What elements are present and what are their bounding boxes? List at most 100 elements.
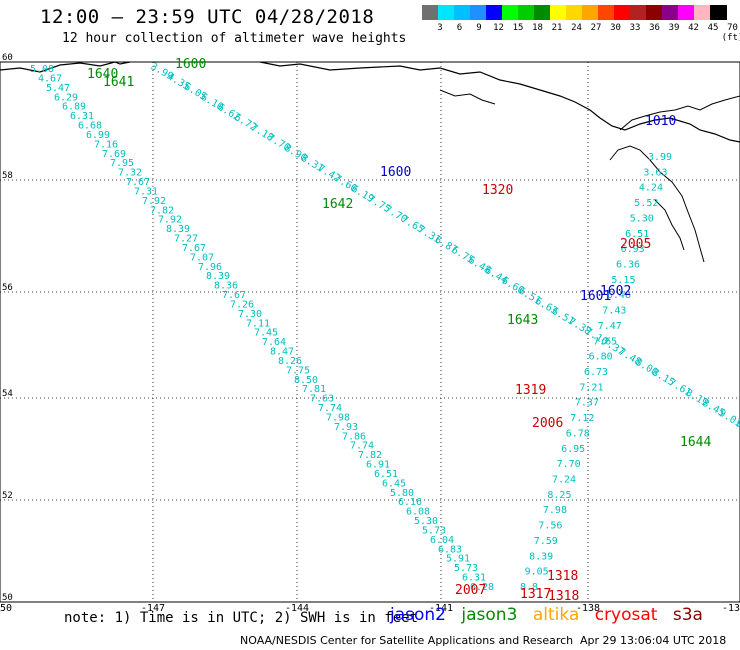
swh-value: 7.67 [126, 177, 150, 188]
swh-value: 6.31 [70, 111, 94, 122]
swh-value: 6.08 [406, 507, 430, 518]
scale-tick-label: 30 [610, 23, 621, 33]
swh-value: 6.04 [430, 535, 454, 546]
lon-tick-label: -138 [576, 603, 600, 614]
swh-value: 7.07 [190, 252, 214, 263]
lon-tick-label: -13 [722, 603, 740, 614]
swh-value: 7.12 [570, 413, 594, 424]
swh-value: 7.27 [174, 234, 198, 245]
pass-time-marker: 1644 [680, 435, 711, 450]
scale-tick-label: 9 [476, 23, 482, 33]
swh-value: 6.80 [589, 352, 613, 363]
scale-swatch [582, 5, 599, 20]
scale-tick-label: 33 [629, 23, 641, 33]
lon-tick-label: -147 [141, 603, 165, 614]
swh-value: 7.75 [286, 365, 310, 376]
scale-tick-label: 18 [532, 23, 543, 33]
swh-value: 4.67 [38, 73, 62, 84]
altimeter-tracks: 5.084.675.476.296.896.316.686.997.167.69… [30, 61, 740, 593]
swh-value: 9.11 [734, 418, 740, 440]
swh-value: 7.56 [538, 521, 562, 532]
scale-swatch [454, 5, 471, 20]
scale-swatch [486, 5, 503, 20]
swh-value: 6.16 [398, 497, 422, 508]
swh-value: 6.28 [470, 582, 494, 593]
swh-value: 7.21 [579, 382, 603, 393]
scale-swatch [630, 5, 647, 20]
legend-cryosat: cryosat [594, 605, 658, 625]
swh-value: 8.26 [278, 356, 302, 367]
swh-value: 7.92 [158, 215, 182, 226]
swh-value: 7.70 [557, 459, 581, 470]
swh-value: 7.45 [254, 328, 278, 339]
scale-swatch [550, 5, 567, 20]
scale-swatch [438, 5, 455, 20]
pass-time-marker: 1642 [322, 197, 353, 212]
swh-value: 7.31 [134, 186, 158, 197]
swh-value: 7.16 [94, 139, 118, 150]
pass-time-marker: 1318 [548, 589, 579, 604]
lat-tick-label: 50 [2, 593, 13, 603]
swh-value: 7.59 [534, 536, 558, 547]
swh-value: 7.98 [543, 505, 567, 516]
swh-value: 7.82 [150, 205, 174, 216]
scale-tick-label: 21 [551, 23, 563, 33]
swh-value: 4.24 [639, 183, 663, 194]
swh-value: 7.26 [230, 300, 254, 311]
coastline [0, 61, 740, 143]
pass-time-marker: 2006 [532, 416, 563, 431]
map-frame [0, 61, 740, 603]
scale-tick-label: 6 [456, 23, 463, 33]
pass-time-marker: 1641 [103, 75, 134, 90]
swh-value: 7.93 [334, 422, 358, 433]
legend-altika: altika [532, 605, 580, 625]
swh-value: 7.95 [110, 158, 134, 169]
swh-value: 6.48 [607, 290, 631, 301]
swh-value: 8.36 [214, 281, 238, 292]
swh-value: 7.74 [318, 403, 342, 414]
swh-value: 6.91 [366, 460, 390, 471]
lat-tick-label: 54 [2, 389, 13, 399]
swh-value: 7.47 [598, 321, 622, 332]
swh-value: 7.98 [326, 413, 350, 424]
swh-value: 7.37 [575, 398, 599, 409]
pass-time-marker: 2007 [455, 583, 486, 598]
lon-tick-label: -150 [0, 603, 12, 614]
swh-value: 7.86 [342, 431, 366, 442]
swh-value: 7.96 [198, 262, 222, 273]
swh-value: 8.8 [520, 582, 538, 593]
swh-value: 8.50 [294, 375, 318, 386]
swh-value: 7.64 [262, 337, 286, 348]
swh-value: 7.63 [310, 394, 334, 405]
swh-value: 5.47 [46, 83, 70, 94]
scale-swatch [710, 5, 727, 20]
pass-time-marker: 2005 [620, 237, 651, 252]
scale-swatch [566, 5, 583, 20]
swh-value: 7.67 [182, 243, 206, 254]
swh-value: 7.11 [246, 318, 270, 329]
scale-tick-label: 24 [571, 23, 582, 33]
swh-value: 5.15 [611, 275, 635, 286]
scale-tick-label: 3 [437, 23, 443, 33]
pass-time-marker: 1600 [380, 165, 411, 180]
swh-value: 6.95 [561, 444, 585, 455]
swh-value: 6.83 [438, 544, 462, 555]
lat-tick-label: 60 [2, 53, 13, 63]
scale-swatch [422, 5, 439, 20]
scale-swatch [662, 5, 679, 20]
scale-tick-label: 45 [707, 23, 719, 33]
pass-time-marker: 1010 [645, 114, 676, 129]
swh-value: 5.80 [390, 488, 414, 499]
credit-line: NOAA/NESDIS Center for Satellite Applica… [240, 634, 574, 647]
scale-swatch [694, 5, 711, 20]
swh-value: 7.32 [118, 168, 142, 179]
swh-value: 6.51 [625, 229, 649, 240]
swh-value: 5.30 [630, 213, 654, 224]
swh-value: 8.47 [270, 347, 294, 358]
pass-time-marker: 1317 [520, 587, 551, 602]
swh-value: 8.39 [206, 271, 230, 282]
scale-swatch [614, 5, 631, 20]
swh-value: 5.91 [446, 554, 470, 565]
scale-swatch [502, 5, 519, 20]
